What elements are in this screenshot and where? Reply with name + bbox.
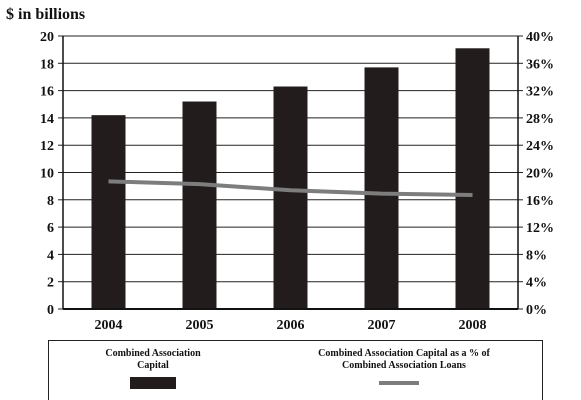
y-tick-label: 20 [40,30,54,45]
x-tick-label: 2004 [95,318,123,333]
legend-bar-swatch [130,377,176,389]
legend-bar-label-line1: Combined Association [105,348,201,359]
chart-plot: 0 0%2 4%4 8%6 12%8 16%10 20%12 24%14 28%16 32%18 3… [40,30,554,333]
x-tick-label: 2005 [186,318,214,333]
x-tick-label: 2008 [459,318,487,333]
bar [364,67,399,310]
y-tick-label: 8 [47,194,54,209]
y2-tick-label: 8% [526,248,547,263]
y2-tick-label: 36% [526,57,554,72]
legend-line-swatch [379,381,419,385]
bar [455,48,490,309]
legend-line-label-line2: Combined Association Loans [342,360,466,371]
legend-bar-label: Combined Association Capital [83,348,223,372]
y-tick-label: 14 [40,112,54,127]
bar [273,86,308,309]
y2-tick-label: 20% [526,167,554,182]
y-tick-label: 10 [40,167,54,182]
y2-tick-label: 24% [526,139,554,154]
y2-tick-label: 16% [526,194,554,209]
y2-tick-label: 4% [526,276,547,291]
y2-tick-label: 0% [526,303,547,318]
y-tick-label: 0 [47,303,54,318]
y-axis-title: $ in billions [6,6,86,23]
y-tick-label: 6 [47,221,54,236]
y2-tick-label: 12% [526,221,554,236]
y-tick-label: 4 [47,248,54,263]
y-tick-label: 16 [40,85,54,100]
y2-tick-label: 28% [526,112,554,127]
x-tick-label: 2007 [368,318,396,333]
legend-line-label-line1: Combined Association Capital as a % of [318,348,490,359]
y2-tick-label: 40% [526,30,554,45]
y-tick-label: 18 [40,57,54,72]
y-tick-label: 2 [47,276,54,291]
bar [91,115,126,309]
legend-bar-label-line2: Capital [137,360,169,371]
legend-line-label: Combined Association Capital as a % of C… [274,348,534,372]
chart-legend: Combined Association Capital Combined As… [48,340,543,400]
y-tick-label: 12 [40,139,54,154]
x-tick-label: 2006 [277,318,305,333]
y2-tick-label: 32% [526,85,554,100]
pct-series-line [108,179,473,198]
bar [182,101,217,310]
